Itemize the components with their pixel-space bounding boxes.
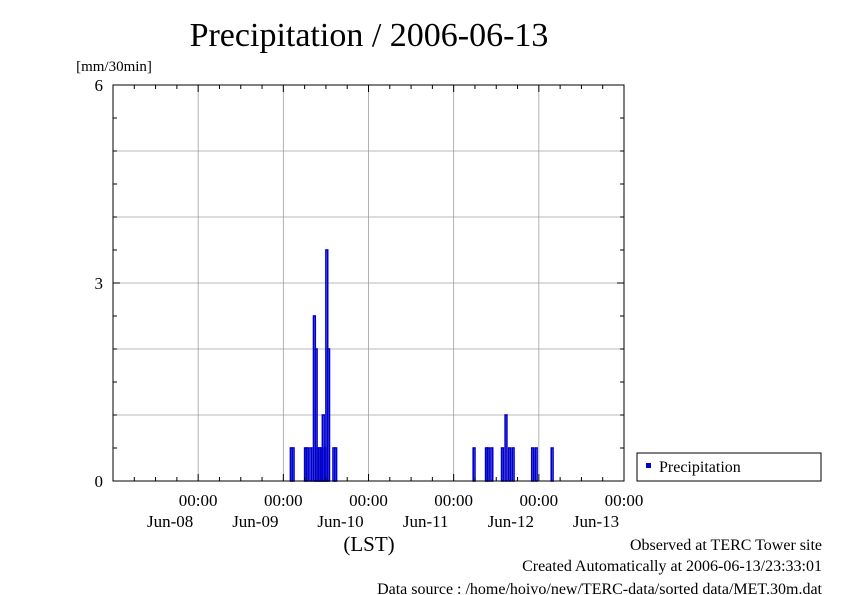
- y-axis: 0 3 6: [95, 76, 624, 491]
- x-axis-label: (LST): [343, 532, 394, 556]
- y-tick-label: 0: [95, 472, 104, 491]
- grid: [113, 85, 624, 481]
- chart-title: Precipitation / 2006-06-13: [190, 17, 549, 54]
- legend-box: [636, 452, 822, 482]
- precipitation-bar: [504, 414, 508, 482]
- precipitation-bar: [305, 447, 309, 482]
- footer-observed: Observed at TERC Tower site: [630, 537, 822, 554]
- precipitation-bar: [291, 447, 295, 482]
- precipitation-bar: [530, 447, 535, 482]
- precipitation-bar: [550, 447, 554, 482]
- precipitation-bar: [500, 447, 505, 482]
- x-tick-time-label: 00:00: [519, 491, 558, 510]
- precipitation-bar: [490, 447, 494, 482]
- x-tick-time-label: 00:00: [605, 491, 644, 510]
- x-tick-date-label: Jun-08: [147, 512, 193, 531]
- x-tick-time-label: 00:00: [434, 491, 473, 510]
- y-tick-label: 6: [95, 76, 104, 95]
- x-tick-date-label: Jun-12: [488, 512, 534, 531]
- footer-created: Created Automatically at 2006-06-13/23:3…: [522, 558, 822, 575]
- legend-label: Precipitation: [659, 459, 741, 476]
- precipitation-bar: [486, 447, 490, 482]
- bars: [289, 249, 554, 482]
- y-tick-label: 3: [95, 274, 104, 293]
- x-tick-date-label: Jun-11: [403, 512, 449, 531]
- legend: Precipitation: [636, 452, 822, 482]
- precipitation-bar: [472, 447, 476, 482]
- x-tick-date-label: Jun-13: [573, 512, 619, 531]
- x-axis: 00:00 Jun-08 00:00 Jun-09 00:00 Jun-10 00:00 Ju…: [112, 85, 644, 531]
- x-tick-date-label: Jun-09: [232, 512, 278, 531]
- x-tick-date-label: Jun-10: [317, 512, 363, 531]
- precipitation-bar: [511, 447, 515, 482]
- y-axis-unit-label: [mm/30min]: [76, 59, 152, 75]
- precipitation-bar: [309, 447, 313, 482]
- x-tick-time-label: 00:00: [349, 491, 388, 510]
- precipitation-bar: [507, 447, 512, 482]
- footer-data-source: Data source : /home/hoivo/new/TERC-data/…: [377, 581, 822, 595]
- precipitation-bar: [333, 447, 338, 482]
- x-tick-time-label: 00:00: [179, 491, 218, 510]
- legend-swatch: [646, 463, 651, 468]
- x-tick-time-label: 00:00: [264, 491, 303, 510]
- precipitation-bar: [534, 447, 538, 482]
